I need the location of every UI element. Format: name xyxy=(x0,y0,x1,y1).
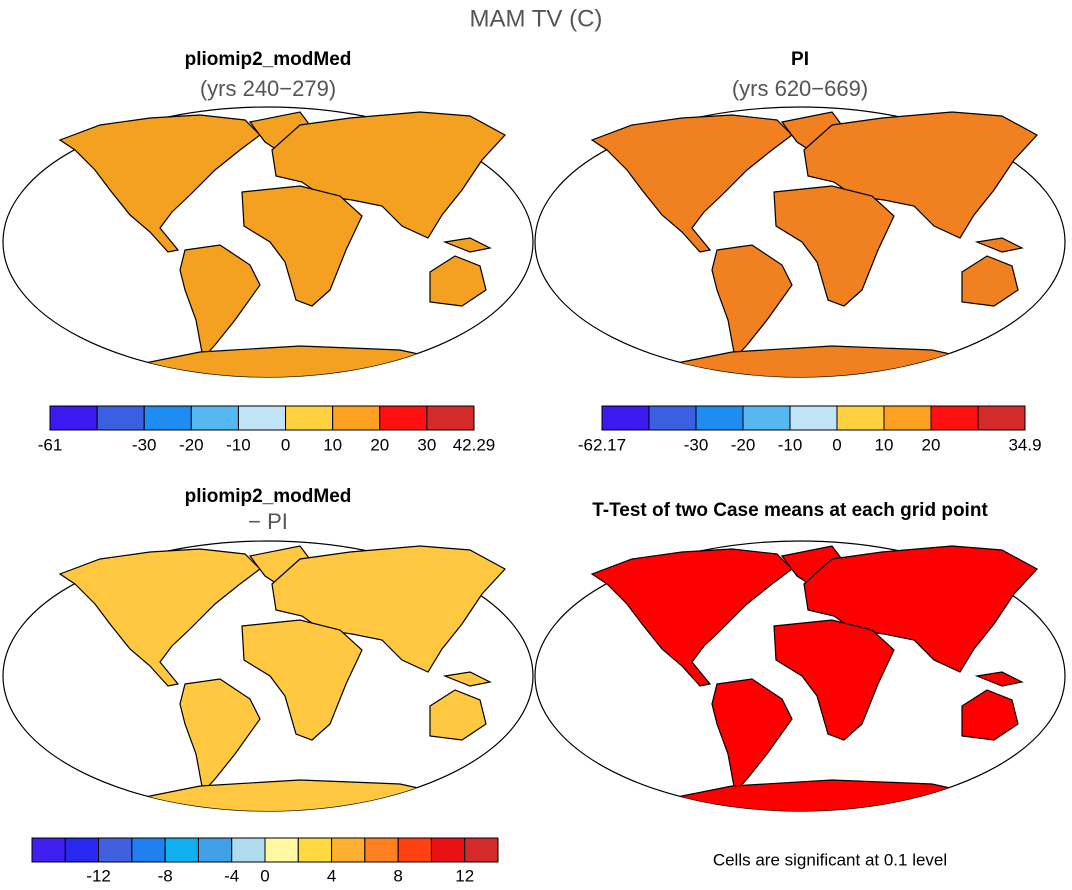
colorbar-swatch xyxy=(164,837,199,863)
colorbar-tick-label: -10 xyxy=(226,435,251,454)
footnote: Cells are significant at 0.1 level xyxy=(713,850,947,869)
colorbar-swatch xyxy=(742,405,791,431)
colorbar-tick-label: -20 xyxy=(179,435,204,454)
colorbar-tick-label: 34.9 xyxy=(1008,435,1041,454)
panel-subtitle: (yrs 620−669) xyxy=(732,76,868,101)
colorbar-swatch xyxy=(930,405,979,431)
colorbar-swatch xyxy=(648,405,697,431)
panel-title: pliomip2_modMed xyxy=(185,486,352,507)
colorbar-tick-label: 42.29 xyxy=(453,435,496,454)
colorbar-tick-label: 10 xyxy=(323,435,342,454)
colorbar-swatch xyxy=(332,405,381,431)
colorbar-swatch xyxy=(883,405,932,431)
colorbar-tick-label: -10 xyxy=(778,435,803,454)
colorbar-swatch xyxy=(379,405,428,431)
colorbar-swatch xyxy=(364,837,399,863)
map-panel xyxy=(2,106,534,380)
colorbar-tick-label: 0 xyxy=(281,435,290,454)
colorbar-swatch xyxy=(237,405,287,431)
colorbar-swatch xyxy=(601,405,650,431)
colorbar-tick-label: 8 xyxy=(393,866,402,885)
colorbar-tick-label: -61 xyxy=(38,435,63,454)
colorbar-swatch xyxy=(977,405,1026,431)
colorbar-swatch xyxy=(264,837,299,863)
colorbar-tick-label: -30 xyxy=(684,435,709,454)
colorbar-tick-label: -8 xyxy=(158,866,173,885)
colorbar-swatch xyxy=(143,405,192,431)
colorbar-tick-label: 10 xyxy=(875,435,894,454)
colorbar-swatch xyxy=(49,405,98,431)
colorbar-tick-label: 12 xyxy=(455,866,474,885)
colorbar-tick-label: 20 xyxy=(922,435,941,454)
colorbar-swatch xyxy=(464,837,499,863)
map-panel xyxy=(534,106,1066,380)
colorbar-swatch xyxy=(31,837,66,863)
colorbar-swatch xyxy=(190,405,239,431)
panel-subtitle: (yrs 240−279) xyxy=(200,76,336,101)
colorbar-tick-label: -12 xyxy=(86,866,111,885)
map-panel xyxy=(2,540,534,814)
colorbar-swatch xyxy=(197,837,233,863)
colorbar-swatch xyxy=(285,405,334,431)
colorbar-swatch xyxy=(430,837,466,863)
colorbar-tick-label: 4 xyxy=(327,866,336,885)
colorbar-swatch xyxy=(96,405,145,431)
colorbar-swatch xyxy=(836,405,885,431)
colorbar-swatch xyxy=(397,837,432,863)
panel-title: pliomip2_modMed xyxy=(185,49,352,70)
colorbar-tick-label: 0 xyxy=(832,435,841,454)
panel-title: PI xyxy=(791,49,809,70)
colorbar-tick-label: 0 xyxy=(260,866,269,885)
colorbar-tick-label: -20 xyxy=(731,435,756,454)
colorbar-tick-label: 20 xyxy=(370,435,389,454)
figure-title: MAM TV (C) xyxy=(470,5,603,32)
colorbar-swatch xyxy=(297,837,333,863)
panel-subtitle: − PI xyxy=(248,509,288,534)
colorbar-swatch xyxy=(231,837,266,863)
colorbar-tick-label: -30 xyxy=(132,435,157,454)
panel-title: T-Test of two Case means at each grid po… xyxy=(592,500,988,521)
colorbar-swatch xyxy=(131,837,166,863)
map-panel xyxy=(534,540,1066,814)
colorbar-tick-label: 30 xyxy=(417,435,436,454)
colorbar-swatch xyxy=(64,837,100,863)
colorbar-swatch xyxy=(426,405,475,431)
colorbar-swatch xyxy=(789,405,838,431)
colorbar-swatch xyxy=(331,837,366,863)
colorbar-tick-label: -62.17 xyxy=(578,435,626,454)
colorbar-tick-label: -4 xyxy=(224,866,239,885)
colorbar-swatch xyxy=(695,405,744,431)
colorbar-swatch xyxy=(98,837,133,863)
